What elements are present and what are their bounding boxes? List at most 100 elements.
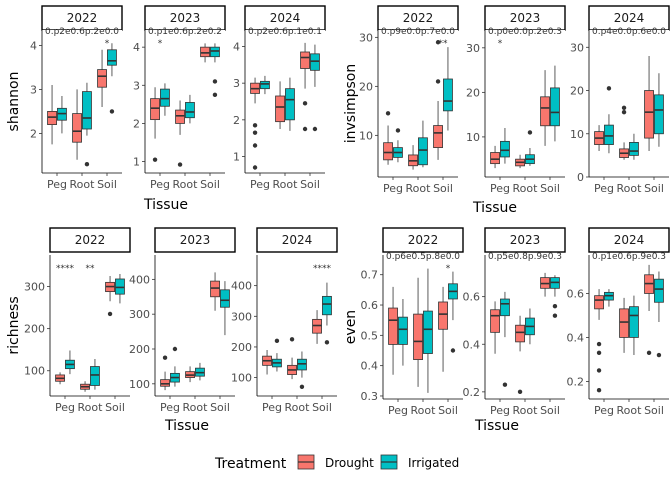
y-tick-label: 100 [231,372,252,385]
y-tick-label: 300 [24,281,45,294]
box-body [160,88,170,107]
box-body [398,316,408,345]
box-body [310,53,320,71]
box-peg-irrigated [260,75,270,95]
box-body [540,96,550,127]
outlier-point [596,341,602,347]
y-tick-label: 2 [233,114,240,127]
box-body [260,80,270,90]
signif-label: * [446,264,451,274]
box-body [604,124,614,145]
x-tick-label: Peg [594,182,614,195]
facet-strip [382,227,464,253]
y-tick-label: 300 [231,310,252,323]
box-soil-drought [644,264,654,356]
y-tick-label: 200 [231,341,252,354]
y-tick-label: 1 [233,151,240,164]
box-body [418,137,428,166]
y-tick-label: 0.6 [567,287,585,300]
box-body [654,94,664,135]
box-soil-drought [540,272,550,297]
x-axis-title: Tissue [143,197,188,213]
y-tick-label: 20 [359,80,373,93]
outlier-point [552,303,558,309]
box-peg-drought [262,350,272,375]
box-body [423,310,433,354]
box-peg-drought [490,145,500,169]
facet-label: 2022 [408,233,439,247]
panel-background [155,255,235,396]
y-tick-label: 200 [129,343,150,356]
box-body [275,95,285,123]
pvalue-text: 0.p4e0.0p.6e0.0 [592,27,666,37]
facet-strip [588,227,670,253]
box-body [210,46,220,58]
facet-label: 2023 [510,11,541,25]
pvalue-text: 0.p6e0.5p.8e0.0 [386,252,460,262]
box-soil-drought [200,43,210,63]
outlier-point [274,338,280,344]
outlier-point [252,165,258,170]
box-peg-irrigated [170,346,180,387]
treatment-legend: Treatment Drought Irrigated [214,454,459,472]
box-soil-drought [644,55,654,152]
box-body [500,140,510,158]
y-tick-label: 0 [577,171,584,184]
facet-strip [377,5,459,31]
box-root-drought [515,154,525,169]
legend-label-irrigated: Irrigated [408,456,459,470]
outlier-point [107,311,113,317]
pvalue-text: 0.p1e0.6p.2e0.2 [148,27,222,37]
y-tick-label: 0.5 [361,329,379,342]
facet-strip [484,227,566,253]
outlier-point [552,313,558,318]
box-body [438,301,448,330]
box-body [72,113,82,143]
box-peg-irrigated [65,350,75,375]
x-tick-label: Soil [97,178,117,191]
legend-label-drought: Drought [325,456,374,470]
box-soil-drought [312,310,322,344]
box-soil-drought [300,42,310,132]
box-peg-drought [594,289,604,393]
outlier-point [502,382,508,387]
y-tick-label: 0.6 [361,299,379,312]
x-tick-label: Root [617,404,643,417]
box-root-drought [619,297,629,353]
facet-strip [484,5,566,31]
outlier-point [435,40,441,45]
box-soil-irrigated [107,43,117,114]
box-soil-irrigated [220,281,230,336]
facet-label: 2022 [75,233,106,247]
outlier-point [621,105,627,111]
box-root-irrigated [82,82,92,167]
y-tick-label: 100 [129,378,150,391]
box-peg-drought [250,77,260,170]
y-tick-label: 0.4 [361,360,379,373]
signif-label: **** [313,264,332,274]
y-tick-label: 300 [129,308,150,321]
box-root-irrigated [195,362,205,381]
x-tick-label: Soil [540,182,560,195]
panel-background [50,255,130,396]
box-root-irrigated [90,358,100,390]
box-root-irrigated [297,351,307,390]
x-tick-label: Soil [210,401,230,414]
box-peg-irrigated [393,128,403,163]
y-tick-label: 400 [231,280,252,293]
panel-background [245,30,325,173]
panel-even-2023: 2023 0.p5e0.8p.9e0.3 0.2 0.4 0.6 Peg Root Soil [463,227,566,417]
box-body [160,379,170,387]
box-body [150,98,160,121]
outlier-point [302,126,308,132]
box-root-drought [80,381,90,392]
y-tick-label: 200 [24,323,45,336]
facet-strip [49,227,131,253]
facet-strip [41,5,123,31]
x-tick-label: Root [406,182,432,195]
pvalue-text: 0.p0e0.0p.2e0.3 [488,27,562,37]
box-peg-drought [388,286,398,375]
y-tick-label: 3 [233,77,240,90]
